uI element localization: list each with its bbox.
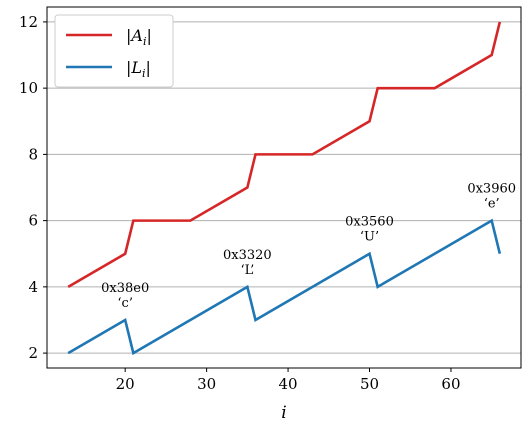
y-tick-label-8: 8 <box>28 145 38 163</box>
series-line-1 <box>67 218 502 356</box>
x-tick-label-50: 50 <box>360 375 379 393</box>
x-tick-label-30: 30 <box>197 375 216 393</box>
x-tick-label-60: 60 <box>441 375 460 393</box>
x-axis-title: i <box>281 403 286 423</box>
annotation-code-0: 0x38e0 <box>101 281 149 296</box>
axis-ticks: 20 30 40 50 60 2 4 6 8 10 12 <box>19 13 461 393</box>
y-tick-label-4: 4 <box>28 278 38 296</box>
y-tick-label-12: 12 <box>19 13 38 31</box>
annotation-char-0: ‘c’ <box>117 296 133 311</box>
series-line-0 <box>67 21 502 288</box>
y-tick-label-6: 6 <box>28 212 38 230</box>
annotations: 0x38e0‘c’ 0x3320‘L’ 0x3560‘U’ 0x3960‘e’ <box>101 182 516 311</box>
y-tick-label-10: 10 <box>19 79 38 97</box>
legend-label-0: |Ai| <box>126 26 152 48</box>
annotation-code-2: 0x3560 <box>345 215 394 230</box>
plot-frame <box>46 6 522 369</box>
legend-label-1: |Li| <box>126 58 151 80</box>
annotation-char-3: ‘e’ <box>484 197 500 212</box>
x-tick-label-20: 20 <box>116 375 135 393</box>
annotation-char-1: ‘L’ <box>240 263 254 278</box>
x-tick-label-40: 40 <box>279 375 298 393</box>
legend: |Ai| |Li| <box>54 14 174 88</box>
series-lines <box>67 21 502 356</box>
annotation-code-3: 0x3960 <box>467 182 516 197</box>
annotation-char-2: ‘U’ <box>360 230 379 245</box>
annotation-code-1: 0x3320 <box>223 248 272 263</box>
legend-box <box>54 14 174 88</box>
y-tick-label-2: 2 <box>28 344 38 362</box>
